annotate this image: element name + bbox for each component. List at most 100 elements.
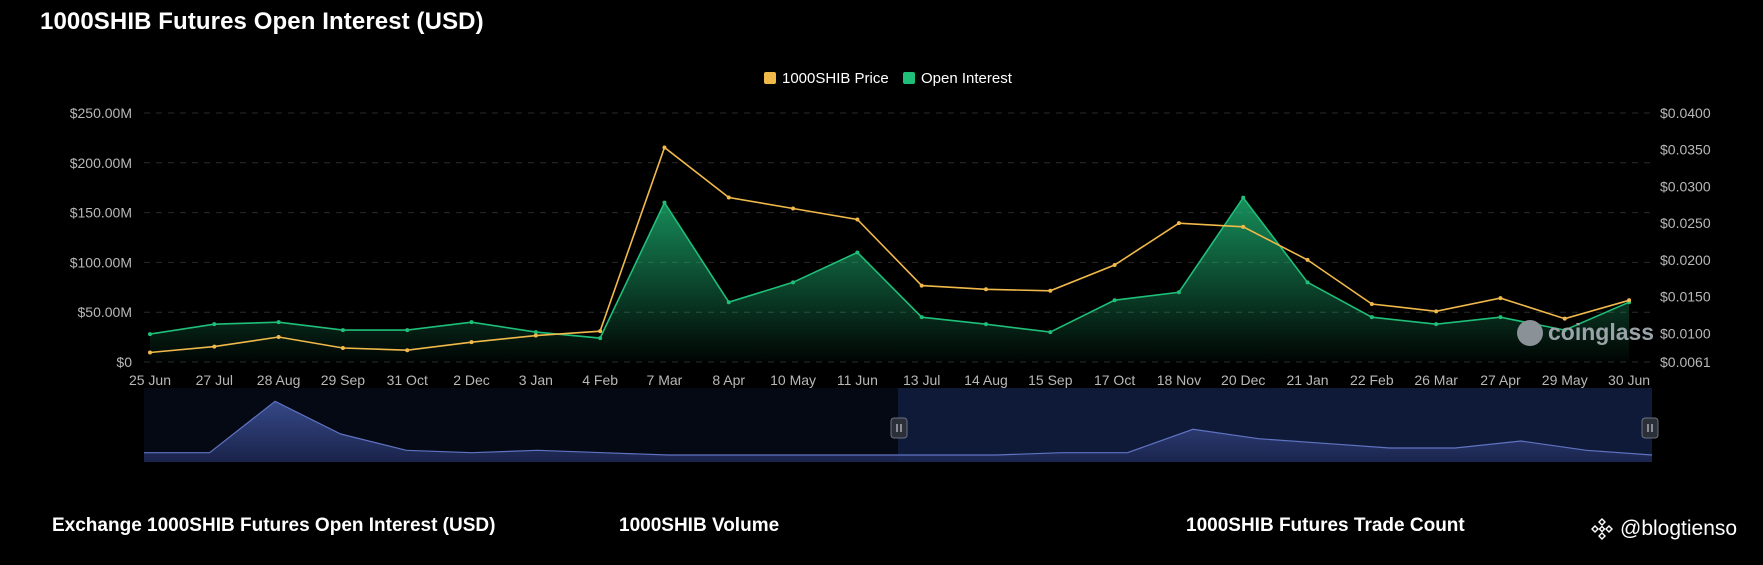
y-right-tick-label: $0.0350	[1660, 142, 1711, 158]
legend-swatch-price	[764, 72, 776, 84]
price-point	[598, 329, 603, 334]
open-interest-point	[983, 322, 988, 327]
handle-right-box	[1641, 417, 1659, 439]
price-point	[855, 217, 860, 222]
price-point	[1112, 263, 1117, 268]
price-point	[276, 335, 281, 340]
y-right-tick-label: $0.0250	[1660, 215, 1711, 231]
open-interest-point	[855, 250, 860, 255]
x-tick-label: 22 Feb	[1350, 372, 1394, 388]
y-left-tick-label: $150.00M	[70, 205, 132, 221]
open-interest-point	[276, 320, 281, 325]
link-exchange-open-interest[interactable]: Exchange 1000SHIB Futures Open Interest …	[52, 515, 496, 536]
x-tick-label: 2 Dec	[453, 372, 490, 388]
link-volume[interactable]: 1000SHIB Volume	[619, 515, 780, 536]
open-interest-area	[150, 197, 1630, 362]
x-tick-label: 29 Sep	[321, 372, 366, 388]
data-points	[148, 145, 1632, 355]
legend-swatch-open-interest	[903, 72, 915, 84]
price-point	[983, 287, 988, 292]
price-point	[1627, 298, 1632, 303]
open-interest-point	[1562, 328, 1567, 333]
y-left-tick-label: $200.00M	[70, 155, 132, 171]
x-tick-label: 28 Aug	[257, 372, 301, 388]
open-interest-point	[662, 200, 667, 205]
price-point	[148, 350, 152, 355]
price-point	[1562, 316, 1567, 321]
open-interest-point	[212, 322, 217, 327]
open-interest-point	[1176, 290, 1181, 295]
open-interest-point	[1305, 280, 1310, 285]
x-tick-label: 30 Jun	[1608, 372, 1650, 388]
x-axis: 25 Jun 27 Jul 28 Aug 29 Sep 31 Oct 2 Dec 3 Jan…	[129, 372, 1650, 388]
coinglass-logo-ears-icon	[1521, 321, 1539, 329]
x-tick-label: 26 Mar	[1414, 372, 1458, 388]
watermark-text: coinglass	[1548, 319, 1654, 345]
open-interest-point	[726, 300, 731, 305]
x-tick-label: 3 Jan	[519, 372, 553, 388]
credit-handle: blogtienso	[1641, 517, 1738, 540]
y-axis-left: $0 $50.00M $100.00M $150.00M $200.00M $250.00…	[70, 105, 132, 370]
y-right-tick-label: $0.0150	[1660, 289, 1711, 305]
open-interest-point	[1048, 330, 1053, 335]
open-interest-point	[340, 328, 345, 333]
y-left-tick-label: $250.00M	[70, 105, 132, 121]
link-trade-count[interactable]: 1000SHIB Futures Trade Count	[1186, 515, 1465, 536]
open-interest-point	[469, 320, 474, 325]
legend-label-price: 1000SHIB Price	[782, 70, 889, 87]
x-tick-label: 17 Oct	[1094, 372, 1135, 388]
price-point	[1048, 288, 1053, 293]
open-interest-point	[1498, 315, 1503, 320]
handle-left-box	[890, 417, 908, 439]
coinglass-logo-icon	[1517, 320, 1543, 346]
x-tick-label: 27 Apr	[1480, 372, 1521, 388]
open-interest-point	[1112, 298, 1117, 303]
x-tick-label: 13 Jul	[903, 372, 940, 388]
price-point	[791, 206, 796, 211]
x-tick-label: 18 Nov	[1157, 372, 1201, 388]
y-left-tick-label: $0	[116, 354, 132, 370]
legend-item-price[interactable]: 1000SHIB Price	[764, 70, 889, 87]
x-tick-label: 8 Apr	[712, 372, 745, 388]
open-interest-point	[405, 328, 410, 333]
price-point	[533, 333, 538, 338]
open-interest-point	[919, 315, 924, 320]
y-left-tick-label: $100.00M	[70, 254, 132, 270]
page-title: 1000SHIB Futures Open Interest (USD)	[40, 8, 484, 35]
navigator-handle-right[interactable]	[1641, 417, 1659, 439]
price-point	[405, 348, 410, 353]
navigator-volume-line	[144, 400, 1653, 456]
navigator-handle-left[interactable]	[890, 417, 908, 439]
price-point	[1434, 309, 1439, 314]
y-axis-right: $0.0061 $0.0100 $0.0150 $0.0200 $0.0250 $0.03…	[1660, 105, 1711, 370]
y-left-tick-label: $50.00M	[78, 304, 132, 320]
y-right-tick-label: $0.0400	[1660, 105, 1711, 121]
y-right-tick-label: $0.0200	[1660, 252, 1711, 268]
x-tick-label: 15 Sep	[1028, 372, 1073, 388]
x-tick-label: 20 Dec	[1221, 372, 1265, 388]
x-tick-label: 7 Mar	[647, 372, 683, 388]
price-point	[1498, 296, 1503, 301]
open-interest-point	[1434, 322, 1439, 327]
price-point	[340, 346, 345, 351]
price-point	[1176, 221, 1181, 226]
x-tick-label: 25 Jun	[129, 372, 171, 388]
price-point	[212, 344, 217, 349]
open-interest-point	[598, 336, 603, 341]
x-tick-label: 21 Jan	[1287, 372, 1329, 388]
x-tick-label: 29 May	[1542, 372, 1588, 388]
chart-legend: 1000SHIB Price Open Interest	[764, 70, 1013, 87]
x-tick-label: 27 Jul	[196, 372, 233, 388]
y-right-tick-label: $0.0061	[1660, 354, 1711, 370]
at-sign: @	[1620, 517, 1642, 540]
range-navigator[interactable]	[144, 388, 1659, 462]
open-interest-point	[791, 280, 796, 285]
price-point	[726, 195, 731, 200]
credit: @ blogtienso	[1590, 514, 1737, 544]
x-tick-label: 4 Feb	[582, 372, 618, 388]
x-tick-label: 31 Oct	[387, 372, 428, 388]
legend-label-open-interest: Open Interest	[921, 70, 1013, 87]
legend-item-open-interest[interactable]: Open Interest	[903, 70, 1013, 87]
x-tick-label: 14 Aug	[964, 372, 1008, 388]
